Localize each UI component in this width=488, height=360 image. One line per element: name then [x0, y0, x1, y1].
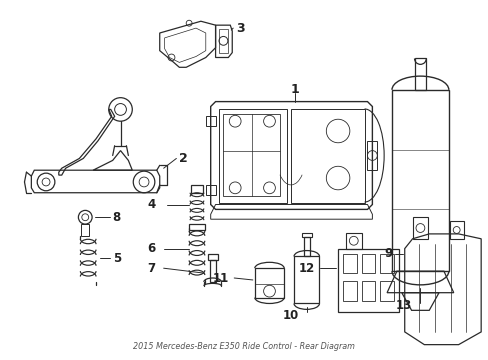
Text: 11: 11: [212, 271, 228, 284]
Text: 4: 4: [147, 198, 155, 211]
Bar: [189, 224, 204, 230]
Bar: [303, 237, 309, 256]
Text: 10: 10: [283, 309, 299, 322]
Bar: [449, 221, 463, 239]
Bar: [218, 109, 286, 203]
Text: 8: 8: [112, 211, 121, 224]
Text: 13: 13: [395, 299, 411, 312]
Text: 7: 7: [147, 262, 155, 275]
Bar: [380, 281, 393, 301]
Bar: [361, 253, 375, 273]
Bar: [361, 281, 375, 301]
Text: 1: 1: [290, 84, 299, 96]
Bar: [414, 58, 426, 90]
Text: 2015 Mercedes-Benz E350 Ride Control - Rear Diagram: 2015 Mercedes-Benz E350 Ride Control - R…: [133, 342, 354, 351]
Text: 12: 12: [298, 262, 314, 275]
Text: 5: 5: [112, 252, 121, 265]
Text: 2: 2: [179, 152, 188, 165]
Bar: [293, 256, 319, 303]
Bar: [81, 224, 89, 236]
Bar: [345, 233, 361, 249]
Bar: [254, 268, 284, 298]
Bar: [191, 185, 203, 193]
Bar: [342, 253, 356, 273]
Bar: [412, 217, 427, 239]
Bar: [301, 233, 311, 237]
Text: 3: 3: [236, 22, 244, 35]
Bar: [391, 90, 448, 271]
Bar: [337, 249, 398, 312]
Bar: [207, 255, 217, 260]
Bar: [342, 281, 356, 301]
Bar: [290, 109, 364, 203]
Bar: [209, 260, 215, 282]
Text: 9: 9: [384, 247, 392, 260]
Bar: [380, 253, 393, 273]
Text: 6: 6: [147, 242, 155, 255]
Bar: [223, 114, 280, 196]
